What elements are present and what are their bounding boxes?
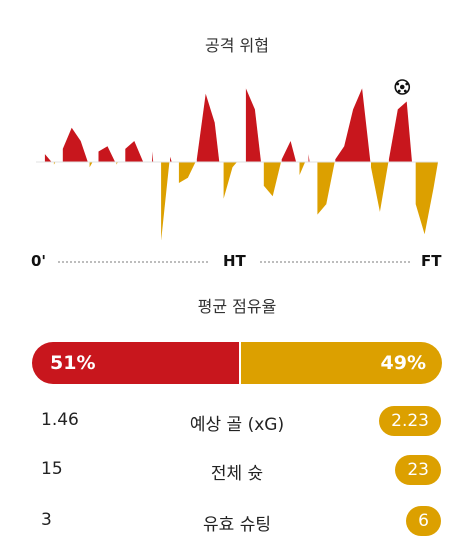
away-momentum-area	[299, 162, 306, 176]
timeline-start-label: 0'	[31, 252, 47, 270]
stat-label: 예상 골 (xG)	[189, 415, 285, 435]
possession-home: 51%	[32, 342, 242, 384]
home-momentum-area	[335, 88, 371, 162]
away-momentum-area	[116, 162, 118, 165]
stat-row-total-shots: 15 전체 슛 23	[0, 453, 474, 487]
away-momentum-area	[371, 162, 389, 212]
possession-away: 49%	[241, 342, 442, 384]
home-momentum-area	[98, 146, 116, 162]
stat-away-badge: 23	[395, 455, 441, 485]
home-momentum-area	[125, 141, 144, 162]
timeline-first-half-dots	[58, 261, 208, 263]
away-momentum-area	[178, 162, 196, 183]
home-momentum-area	[152, 151, 154, 162]
stat-row-shots-on-target: 3 유효 슈팅 6	[0, 504, 474, 538]
home-momentum-area	[196, 93, 220, 162]
stat-home-value: 1.46	[41, 410, 79, 430]
match-timeline: 0' HT FT	[0, 252, 474, 272]
away-momentum-area	[53, 162, 56, 165]
home-momentum-area	[308, 154, 310, 162]
away-momentum-area	[223, 162, 237, 199]
home-momentum-area	[44, 154, 52, 162]
stat-row-xg: 1.46 예상 골 (xG) 2.23	[0, 404, 474, 438]
away-momentum-area	[89, 162, 93, 168]
soccer-ball-icon	[394, 79, 411, 95]
stat-label: 전체 슛	[210, 464, 264, 484]
home-momentum-area	[245, 88, 261, 162]
timeline-half-label: HT	[223, 252, 246, 270]
momentum-chart	[36, 79, 438, 240]
stat-home-value: 3	[41, 510, 52, 530]
home-momentum-area	[170, 156, 172, 162]
away-momentum-area	[161, 162, 170, 240]
stat-home-value: 15	[41, 459, 63, 479]
stat-away-badge: 6	[406, 506, 441, 536]
timeline-second-half-dots	[260, 261, 410, 263]
home-momentum-area	[62, 127, 88, 162]
away-momentum-area	[415, 162, 438, 235]
possession-title: 평균 점유율	[197, 297, 277, 316]
momentum-title: 공격 위협	[205, 36, 269, 55]
timeline-end-label: FT	[421, 252, 442, 270]
possession-bar: 51% 49%	[32, 342, 442, 384]
possession-away-label: 49%	[380, 352, 426, 374]
away-momentum-area	[263, 162, 281, 197]
home-momentum-area	[388, 101, 412, 162]
possession-home-label: 51%	[50, 352, 96, 374]
home-momentum-area	[281, 141, 297, 162]
stat-label: 유효 슈팅	[203, 515, 271, 535]
stat-away-badge: 2.23	[379, 406, 441, 436]
away-momentum-area	[317, 162, 335, 215]
